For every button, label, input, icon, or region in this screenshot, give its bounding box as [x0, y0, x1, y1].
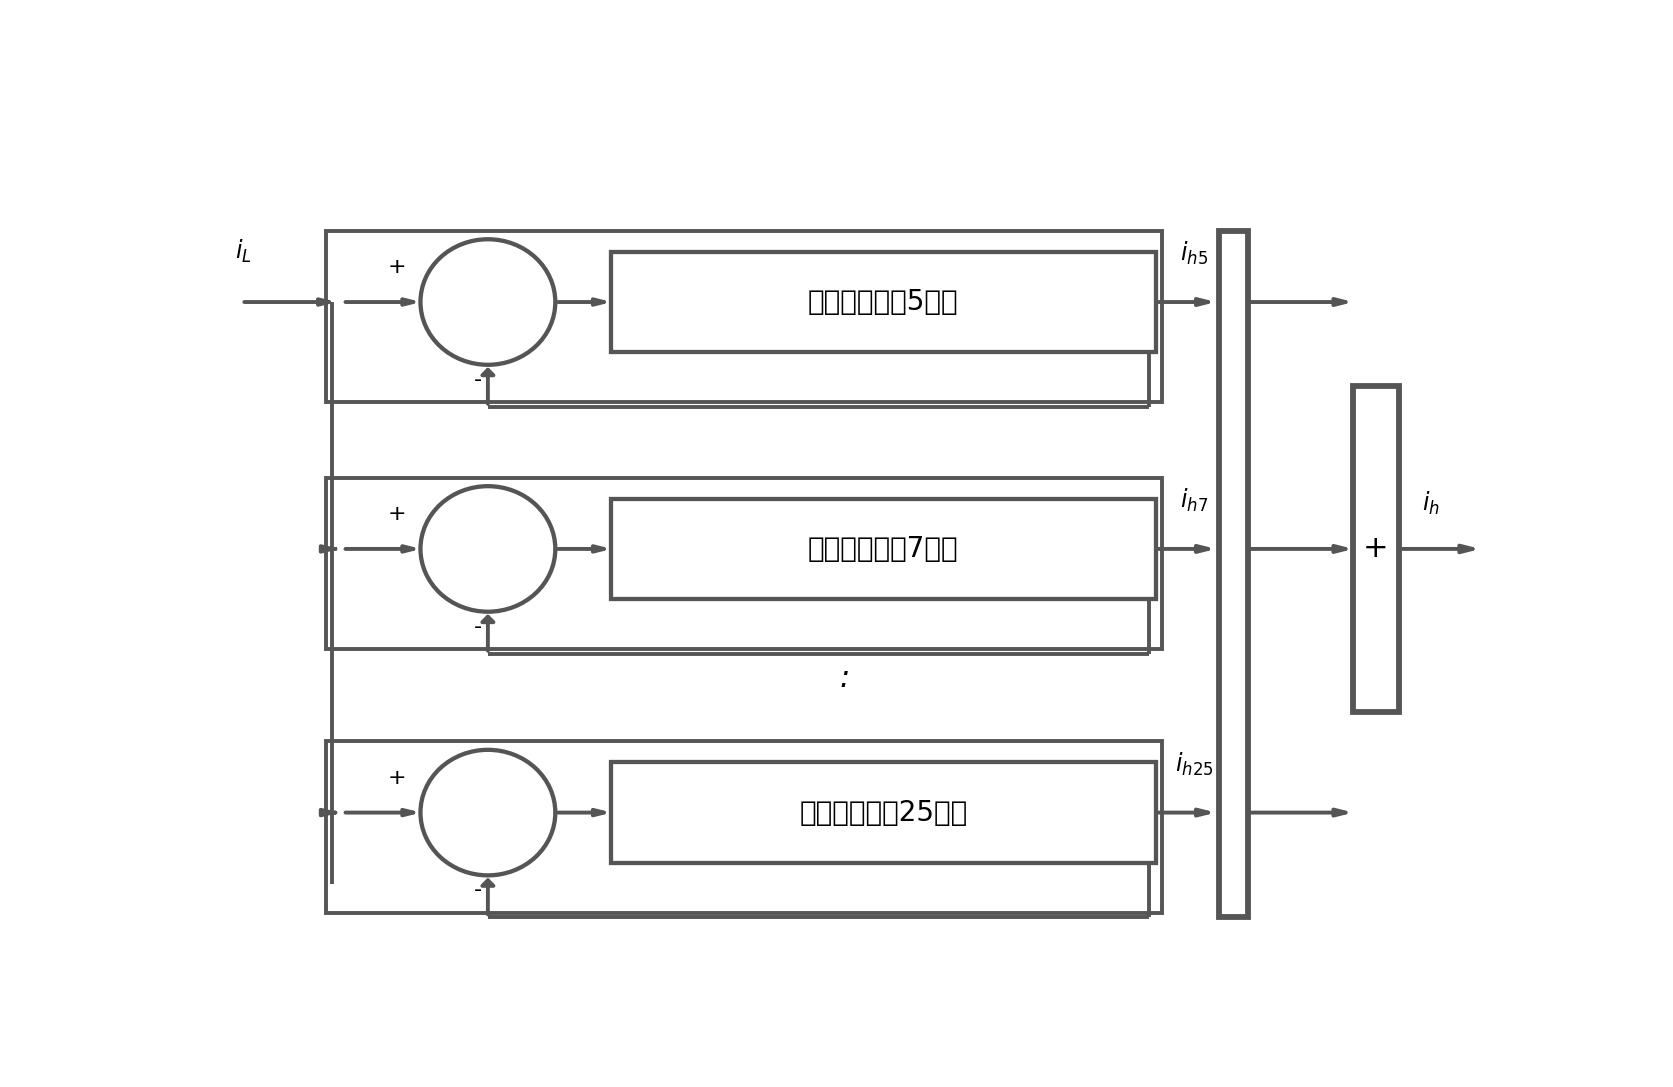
Text: $i_{h5}$: $i_{h5}$: [1181, 240, 1208, 267]
Text: +: +: [1363, 535, 1389, 563]
FancyBboxPatch shape: [1220, 230, 1248, 917]
Text: 带通滤波器（5次）: 带通滤波器（5次）: [808, 288, 959, 316]
Text: $i_{h25}$: $i_{h25}$: [1174, 750, 1215, 777]
Text: $i_h$: $i_h$: [1422, 489, 1439, 516]
Text: -: -: [473, 616, 482, 637]
FancyBboxPatch shape: [611, 762, 1156, 863]
Ellipse shape: [420, 486, 555, 612]
Text: +: +: [388, 258, 407, 277]
Text: +: +: [388, 769, 407, 788]
Text: 带通滤波器（7次）: 带通滤波器（7次）: [808, 535, 959, 563]
Ellipse shape: [420, 239, 555, 365]
FancyBboxPatch shape: [1353, 386, 1399, 712]
Text: $i_L$: $i_L$: [234, 238, 253, 265]
Text: $i_{h7}$: $i_{h7}$: [1181, 487, 1208, 514]
Ellipse shape: [420, 750, 555, 875]
Text: -: -: [473, 880, 482, 900]
FancyBboxPatch shape: [611, 499, 1156, 599]
Text: :: :: [840, 664, 850, 694]
FancyBboxPatch shape: [611, 252, 1156, 352]
Text: 带通滤波器（25次）: 带通滤波器（25次）: [800, 799, 967, 826]
Text: -: -: [473, 370, 482, 390]
Text: +: +: [388, 504, 407, 524]
